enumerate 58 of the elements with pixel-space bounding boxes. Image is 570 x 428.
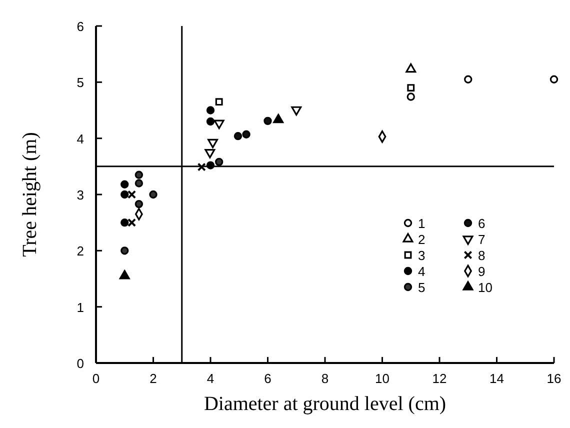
y-tick-label: 6 — [76, 19, 84, 34]
point — [214, 120, 224, 130]
legend-label: 3 — [418, 248, 426, 263]
point — [406, 63, 416, 73]
y-tick-label: 1 — [76, 300, 84, 315]
x-tick-label: 8 — [321, 371, 329, 386]
point — [120, 218, 129, 227]
point — [120, 246, 129, 255]
point — [291, 106, 302, 116]
x-tick-label: 6 — [264, 371, 272, 386]
x-tick-label: 12 — [432, 371, 447, 386]
x-tick-label: 10 — [375, 371, 390, 386]
point — [242, 130, 250, 138]
point — [407, 84, 415, 92]
y-tick-label: 0 — [76, 356, 84, 371]
x-tick-label: 4 — [206, 371, 214, 386]
point — [119, 270, 130, 280]
point — [206, 117, 215, 126]
y-tick-label: 2 — [76, 244, 84, 259]
point — [215, 98, 223, 106]
point — [273, 114, 284, 124]
point — [464, 75, 472, 84]
x-tick-label: 0 — [92, 371, 100, 386]
point — [204, 149, 216, 158]
point — [406, 92, 415, 101]
x-axis-title: Diameter at ground level (cm) — [204, 393, 446, 415]
point — [208, 138, 218, 148]
point — [264, 116, 272, 126]
x-tick-label: 14 — [490, 371, 504, 386]
legend-label: 4 — [418, 264, 426, 279]
x-tick-label: 2 — [150, 371, 157, 386]
legend-label: 2 — [418, 232, 426, 247]
point — [214, 158, 224, 166]
legend-label: 6 — [478, 216, 486, 231]
point — [197, 162, 206, 172]
point — [134, 179, 144, 188]
point — [234, 132, 242, 140]
legend-label: 7 — [478, 232, 486, 247]
point — [206, 161, 215, 170]
legend-label: 9 — [478, 264, 486, 279]
y-tick-label: 4 — [76, 131, 84, 146]
y-tick-label: 5 — [76, 75, 84, 90]
point — [550, 75, 558, 84]
legend-label: 1 — [418, 216, 426, 231]
point — [134, 200, 144, 208]
legend-label: 8 — [478, 248, 486, 263]
y-tick-label: 3 — [76, 188, 84, 202]
point — [149, 190, 158, 199]
point — [127, 190, 136, 199]
point — [127, 218, 136, 227]
x-tick-label: 16 — [546, 371, 562, 386]
point — [134, 170, 144, 179]
legend-label: 10 — [478, 280, 492, 295]
y-axis-title: Tree height (m) — [19, 132, 41, 257]
point — [206, 106, 215, 114]
legend-label: 5 — [418, 280, 426, 295]
point — [120, 190, 129, 199]
point — [120, 180, 129, 188]
